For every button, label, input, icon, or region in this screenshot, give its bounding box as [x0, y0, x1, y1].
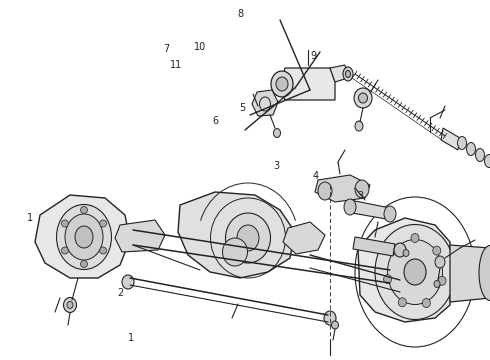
Text: 1: 1 [128, 333, 134, 343]
Ellipse shape [422, 298, 430, 307]
Ellipse shape [355, 180, 369, 198]
Ellipse shape [355, 121, 363, 131]
Ellipse shape [332, 321, 339, 329]
Ellipse shape [394, 243, 406, 257]
Ellipse shape [271, 71, 293, 97]
Ellipse shape [80, 261, 88, 267]
Ellipse shape [65, 214, 103, 260]
Ellipse shape [344, 199, 356, 215]
Ellipse shape [458, 136, 466, 149]
Text: 10: 10 [194, 42, 206, 52]
Polygon shape [283, 222, 325, 254]
Polygon shape [315, 175, 370, 202]
Text: 11: 11 [171, 60, 182, 70]
Ellipse shape [225, 213, 270, 263]
Text: 4: 4 [313, 171, 319, 181]
Text: 9: 9 [311, 51, 317, 61]
Ellipse shape [67, 302, 73, 309]
Ellipse shape [384, 206, 396, 222]
Text: 3: 3 [274, 161, 280, 171]
Polygon shape [280, 68, 335, 100]
Polygon shape [252, 90, 278, 116]
Ellipse shape [222, 238, 247, 266]
Ellipse shape [318, 182, 332, 200]
Ellipse shape [479, 246, 490, 301]
Ellipse shape [61, 220, 69, 227]
Text: 5: 5 [240, 103, 245, 113]
Ellipse shape [343, 67, 353, 81]
Text: 1: 1 [27, 213, 33, 223]
Text: 3: 3 [357, 191, 363, 201]
Ellipse shape [389, 246, 397, 255]
Ellipse shape [435, 256, 445, 268]
Ellipse shape [466, 143, 475, 156]
Polygon shape [358, 218, 450, 322]
Polygon shape [350, 200, 392, 220]
Text: 2: 2 [117, 288, 123, 298]
Ellipse shape [485, 154, 490, 167]
Ellipse shape [99, 220, 106, 227]
Ellipse shape [434, 280, 440, 288]
Ellipse shape [273, 129, 280, 138]
Polygon shape [35, 195, 130, 278]
Polygon shape [330, 65, 348, 82]
Ellipse shape [75, 226, 93, 248]
Ellipse shape [384, 275, 392, 284]
Ellipse shape [398, 298, 406, 307]
Polygon shape [353, 237, 395, 256]
Text: 7: 7 [164, 44, 170, 54]
Ellipse shape [438, 276, 446, 285]
Ellipse shape [61, 247, 69, 254]
Ellipse shape [359, 93, 368, 103]
Ellipse shape [324, 311, 336, 325]
Ellipse shape [99, 247, 106, 254]
Polygon shape [450, 245, 490, 302]
Ellipse shape [404, 259, 426, 285]
Ellipse shape [64, 297, 76, 312]
Text: 8: 8 [237, 9, 243, 19]
Ellipse shape [345, 71, 350, 77]
Ellipse shape [411, 234, 419, 243]
Ellipse shape [375, 225, 455, 320]
Ellipse shape [388, 239, 442, 305]
Ellipse shape [122, 275, 134, 289]
Ellipse shape [475, 148, 485, 162]
Ellipse shape [276, 77, 288, 91]
Ellipse shape [56, 204, 112, 270]
Text: 6: 6 [213, 116, 219, 126]
Polygon shape [178, 192, 295, 278]
Ellipse shape [354, 88, 372, 108]
Polygon shape [115, 220, 165, 252]
Ellipse shape [80, 207, 88, 213]
Ellipse shape [433, 246, 441, 255]
Polygon shape [441, 128, 460, 150]
Ellipse shape [403, 249, 409, 256]
Ellipse shape [237, 225, 259, 251]
